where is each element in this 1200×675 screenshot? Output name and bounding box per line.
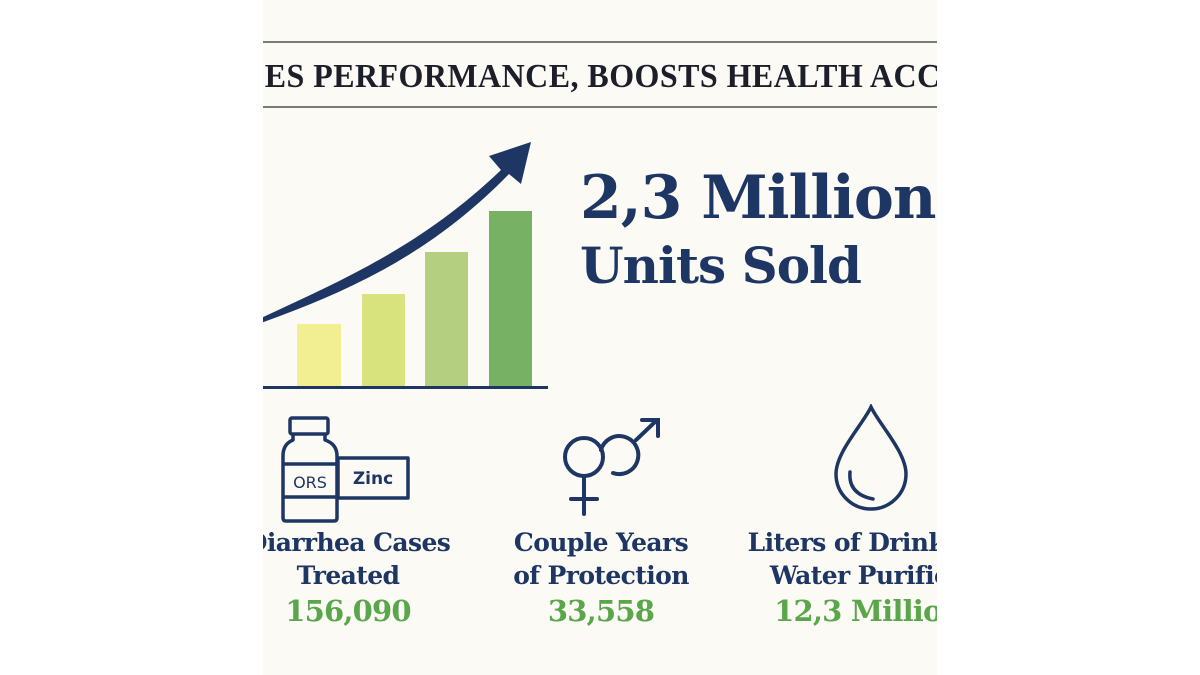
water-drop-icon bbox=[834, 404, 908, 511]
headline-label: Units Sold bbox=[580, 236, 862, 295]
bar-4 bbox=[489, 211, 532, 387]
stat-couple-years-protection: Couple Years of Protection 33,558 bbox=[476, 526, 726, 629]
top-rule bbox=[263, 41, 937, 43]
stat-diarrhea-cases: Diarrhea Cases Treated 156,090 bbox=[263, 526, 473, 629]
stat-label-line1: Liters of Drinking bbox=[747, 528, 937, 557]
stat-value: 12,3 Million bbox=[774, 594, 937, 628]
bar-2 bbox=[362, 294, 405, 387]
bar-3 bbox=[425, 252, 468, 387]
bottom-rule bbox=[263, 106, 937, 108]
stat-label-line2: of Protection bbox=[513, 561, 689, 590]
headline-value: 2,3 Million bbox=[580, 163, 937, 233]
stat-liters-water-purified: Liters of Drinking Water Purified 12,3 M… bbox=[743, 526, 937, 629]
bar-chart-growth-arrow-icon bbox=[263, 142, 548, 389]
stat-value: 33,558 bbox=[547, 594, 655, 628]
page-title: SALES PERFORMANCE, BOOSTS HEALTH ACCESS bbox=[263, 58, 937, 95]
stat-value: 156,090 bbox=[285, 594, 411, 628]
male-female-symbols-icon bbox=[563, 418, 660, 516]
stat-label-line2: Water Purified bbox=[769, 561, 937, 590]
bar-1 bbox=[297, 324, 341, 387]
trend-arrow bbox=[263, 142, 531, 323]
stat-label-line1: Couple Years bbox=[513, 528, 689, 557]
ors-label: ORS bbox=[293, 473, 327, 492]
stat-label-line1: Diarrhea Cases bbox=[263, 528, 451, 557]
zinc-label: Zinc bbox=[353, 469, 393, 489]
chart-baseline bbox=[263, 386, 548, 389]
stat-label-line2: Treated bbox=[296, 561, 400, 590]
ors-zinc-medicine-icon: ORS Zinc bbox=[281, 416, 410, 523]
infographic-panel: SALES PERFORMANCE, BOOSTS HEALTH ACCESS … bbox=[263, 0, 937, 675]
